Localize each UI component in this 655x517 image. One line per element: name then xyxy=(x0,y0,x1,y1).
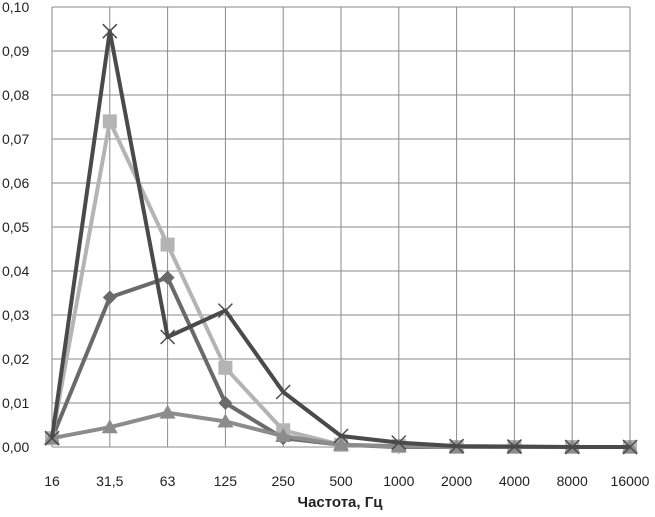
x-tick-label: 2000 xyxy=(441,473,472,489)
data-point xyxy=(275,384,291,400)
x-tick-label: 4000 xyxy=(499,473,530,489)
data-point xyxy=(564,439,580,455)
data-point xyxy=(333,428,349,444)
x-tick-labels: 16 31,5 63 125 250 500 1000 2000 4000 8000 16000 xyxy=(44,473,649,489)
series-lines xyxy=(44,23,638,455)
x-axis-label: Частота, Гц xyxy=(298,494,384,511)
y-tick-label: 0,03 xyxy=(2,307,29,323)
y-tick-label: 0,09 xyxy=(2,43,29,59)
y-tick-label: 0,05 xyxy=(2,219,29,235)
y-tick-label: 0,02 xyxy=(2,351,29,367)
x-tick-label: 16 xyxy=(44,473,60,489)
y-tick-labels: 0,00 0,01 0,02 0,03 0,04 0,05 0,06 0,07 0,08 0,09… xyxy=(2,0,29,455)
data-point xyxy=(101,419,118,434)
data-point xyxy=(44,430,60,446)
data-point xyxy=(160,270,175,285)
data-point xyxy=(217,413,234,428)
data-point xyxy=(160,237,175,252)
data-point xyxy=(102,290,117,305)
data-point xyxy=(449,438,465,454)
data-point xyxy=(217,303,233,319)
x-tick-label: 1000 xyxy=(383,473,414,489)
data-point xyxy=(102,23,118,39)
grid xyxy=(51,6,631,448)
data-point xyxy=(506,439,522,455)
y-tick-label: 0,10 xyxy=(2,0,29,15)
x-tick-label: 125 xyxy=(214,473,238,489)
x-tick-label: 500 xyxy=(329,473,353,489)
data-point xyxy=(218,360,233,375)
x-tick-label: 16000 xyxy=(611,473,650,489)
x-tick-label: 63 xyxy=(160,473,176,489)
series-x xyxy=(44,23,638,455)
y-tick-label: 0,07 xyxy=(2,131,29,147)
x-tick-label: 31,5 xyxy=(96,473,123,489)
y-tick-label: 0,04 xyxy=(2,263,29,279)
x-tick-label: 8000 xyxy=(557,473,588,489)
data-point xyxy=(622,439,638,455)
data-point xyxy=(159,404,176,419)
y-tick-label: 0,08 xyxy=(2,87,29,103)
data-point xyxy=(333,436,349,451)
data-point xyxy=(160,329,176,345)
y-tick-label: 0,06 xyxy=(2,175,29,191)
x-tick-label: 250 xyxy=(272,473,296,489)
y-tick-label: 0,00 xyxy=(2,439,29,455)
data-point xyxy=(390,438,407,453)
data-point xyxy=(218,396,233,410)
data-point xyxy=(102,114,117,129)
data-point xyxy=(275,428,292,442)
data-point xyxy=(391,435,407,451)
y-tick-label: 0,01 xyxy=(2,395,29,411)
